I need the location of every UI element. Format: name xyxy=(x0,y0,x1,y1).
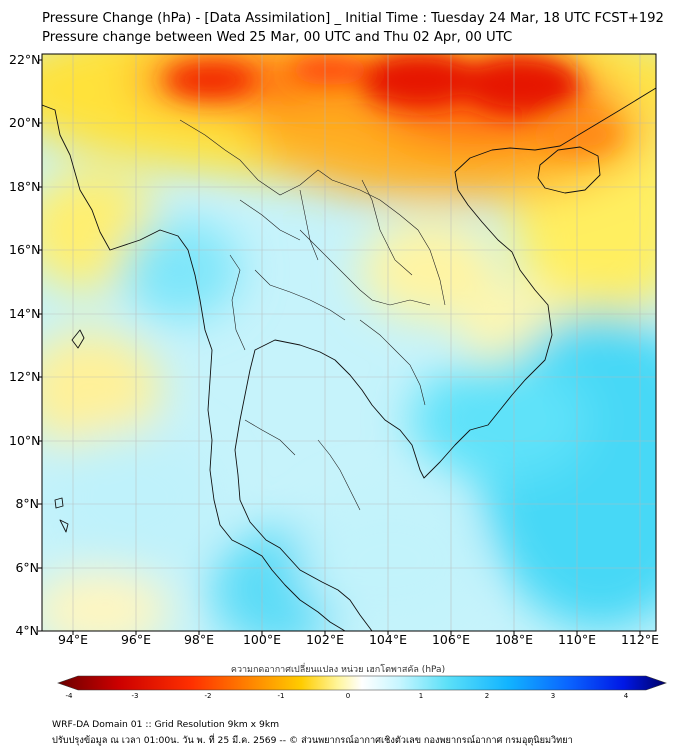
lon-label-112: 112°E xyxy=(620,632,659,647)
lon-label-98: 98°E xyxy=(183,632,215,647)
lat-label-12: 12°N xyxy=(9,369,41,384)
pressure-change-map xyxy=(38,53,657,635)
lon-label-106: 106°E xyxy=(431,632,470,647)
colorbar-tick-2: 2 xyxy=(484,692,490,700)
colorbar-tick-neg4: -4 xyxy=(65,692,73,700)
lat-label-14: 14°N xyxy=(9,306,41,321)
colorbar-title: ความกดอากาศเปลี่ยนแปลง หน่วย เฮกโตพาสคัล… xyxy=(230,665,446,675)
lat-label-18: 18°N xyxy=(9,179,41,194)
lon-label-94: 94°E xyxy=(57,632,89,647)
footer-credit: ปรับปรุงข้อมูล ณ เวลา 01:00น. วัน พ. ที่… xyxy=(52,735,573,746)
lat-label-4: 4°N xyxy=(15,623,39,638)
colorbar-tick-0: 0 xyxy=(345,692,351,700)
lat-label-6: 6°N xyxy=(15,560,39,575)
lon-label-108: 108°E xyxy=(494,632,533,647)
coastlines xyxy=(42,87,656,631)
lat-label-16: 16°N xyxy=(9,242,41,257)
colorbar-tick-neg1: -1 xyxy=(277,692,285,700)
lat-label-10: 10°N xyxy=(9,433,41,448)
lon-label-96: 96°E xyxy=(120,632,152,647)
colorbar xyxy=(57,675,667,691)
colorbar-tick-1: 1 xyxy=(418,692,424,700)
chart-title: Pressure Change (hPa) - [Data Assimilati… xyxy=(42,11,664,26)
pressure-field xyxy=(42,54,656,631)
lon-label-100: 100°E xyxy=(242,632,281,647)
axis-ticks xyxy=(38,59,641,635)
lon-label-110: 110°E xyxy=(557,632,596,647)
lat-label-22: 22°N xyxy=(9,52,41,67)
map-frame xyxy=(41,53,657,632)
lat-label-20: 20°N xyxy=(9,115,41,130)
colorbar-tick-3: 3 xyxy=(550,692,556,700)
lon-label-102: 102°E xyxy=(305,632,344,647)
colorbar-tick-neg3: -3 xyxy=(131,692,139,700)
colorbar-tick-neg2: -2 xyxy=(204,692,212,700)
chart-subtitle: Pressure change between Wed 25 Mar, 00 U… xyxy=(42,30,513,45)
footer-model-info: WRF-DA Domain 01 :: Grid Resolution 9km … xyxy=(52,719,280,730)
lat-label-8: 8°N xyxy=(15,496,39,511)
colorbar-tick-4: 4 xyxy=(623,692,629,700)
borders xyxy=(179,119,446,511)
lon-label-104: 104°E xyxy=(368,632,407,647)
